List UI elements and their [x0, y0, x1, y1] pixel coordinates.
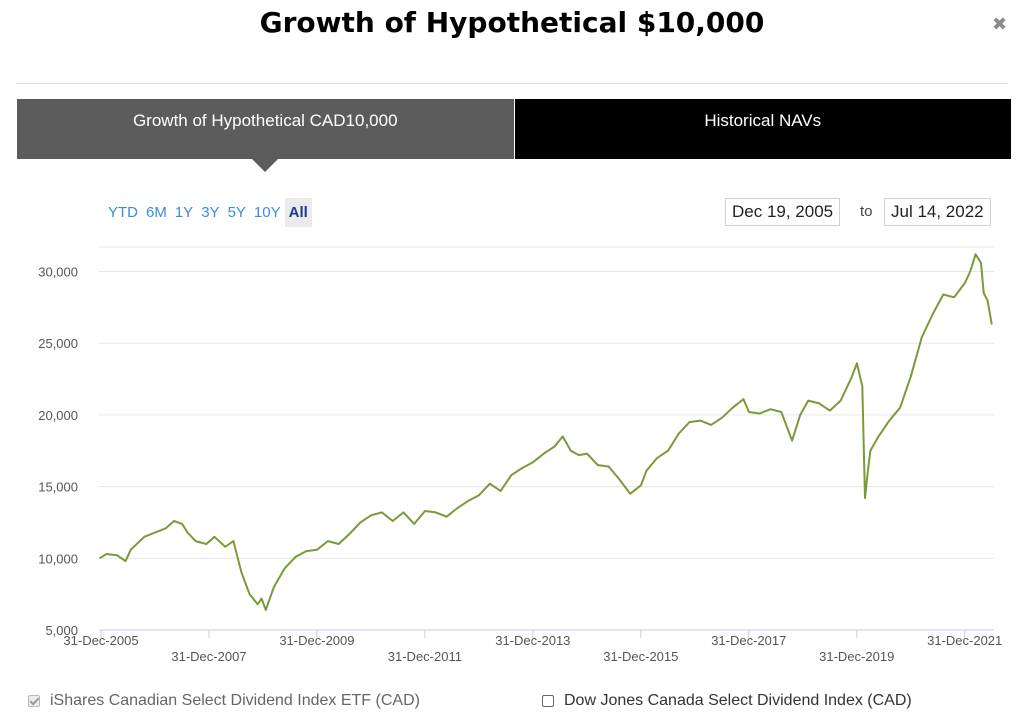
legend-label-dow-jones: Dow Jones Canada Select Dividend Index (… — [564, 692, 912, 709]
x-tick-label: 31-Dec-2021 — [927, 633, 1002, 648]
y-tick-label: 10,000 — [38, 551, 78, 566]
close-icon[interactable]: ✖ — [992, 14, 1008, 35]
x-tick-label: 31-Dec-2015 — [603, 649, 678, 664]
series-line — [98, 253, 993, 611]
legend-label-ishares: iShares Canadian Select Dividend Index E… — [50, 692, 420, 709]
y-tick-label: 20,000 — [38, 408, 78, 423]
tab-bar: Growth of Hypothetical CAD10,000 Histori… — [17, 99, 1011, 172]
range-3y-button[interactable]: 3Y — [201, 204, 220, 221]
x-tick-label: 31-Dec-2011 — [388, 649, 462, 664]
growth-chart: 5,000 10,000 15,000 20,000 25,000 30,000 31-De… — [38, 246, 1002, 664]
x-tick-label: 31-Dec-2009 — [279, 633, 354, 648]
x-tick-label: 31-Dec-2005 — [63, 633, 138, 648]
tab-growth[interactable]: Growth of Hypothetical CAD10,000 — [17, 99, 514, 159]
y-tick-label: 30,000 — [38, 265, 78, 280]
range-10y-button[interactable]: 10Y — [253, 204, 281, 221]
range-selector: YTD 6M 1Y 3Y 5Y 10Y All — [104, 198, 312, 227]
x-tick-label: 31-Dec-2007 — [171, 649, 246, 664]
x-tick-label: 31-Dec-2017 — [711, 633, 786, 648]
tab-historical-navs[interactable]: Historical NAVs — [513, 99, 1011, 159]
x-tick-label: 31-Dec-2019 — [819, 649, 894, 664]
y-tick-label: 15,000 — [38, 480, 78, 495]
date-from-input[interactable]: Dec 19, 2005 — [725, 198, 841, 226]
y-tick-label: 25,000 — [38, 336, 78, 351]
y-tick-label: 5,000 — [45, 623, 78, 638]
active-tab-caret-icon — [252, 159, 278, 172]
range-6m-button[interactable]: 6M — [146, 204, 167, 221]
modal-title: Growth of Hypothetical $10,000 — [259, 6, 765, 39]
date-to-label: to — [860, 203, 873, 220]
date-to-input[interactable]: Jul 14, 2022 — [884, 198, 991, 226]
header-divider — [17, 83, 1007, 84]
range-1y-button[interactable]: 1Y — [174, 204, 194, 221]
legend-checkbox-ishares[interactable] — [28, 695, 40, 707]
legend-item-dow-jones[interactable]: Dow Jones Canada Select Dividend Index (… — [542, 692, 912, 710]
range-5y-button[interactable]: 5Y — [227, 204, 246, 221]
legend-item-ishares[interactable]: iShares Canadian Select Dividend Index E… — [28, 692, 420, 710]
range-ytd-button[interactable]: YTD — [108, 204, 138, 221]
range-all-button[interactable]: All — [284, 198, 312, 227]
x-tick-label: 31-Dec-2013 — [495, 633, 570, 648]
legend-checkbox-dow-jones[interactable] — [542, 695, 554, 707]
